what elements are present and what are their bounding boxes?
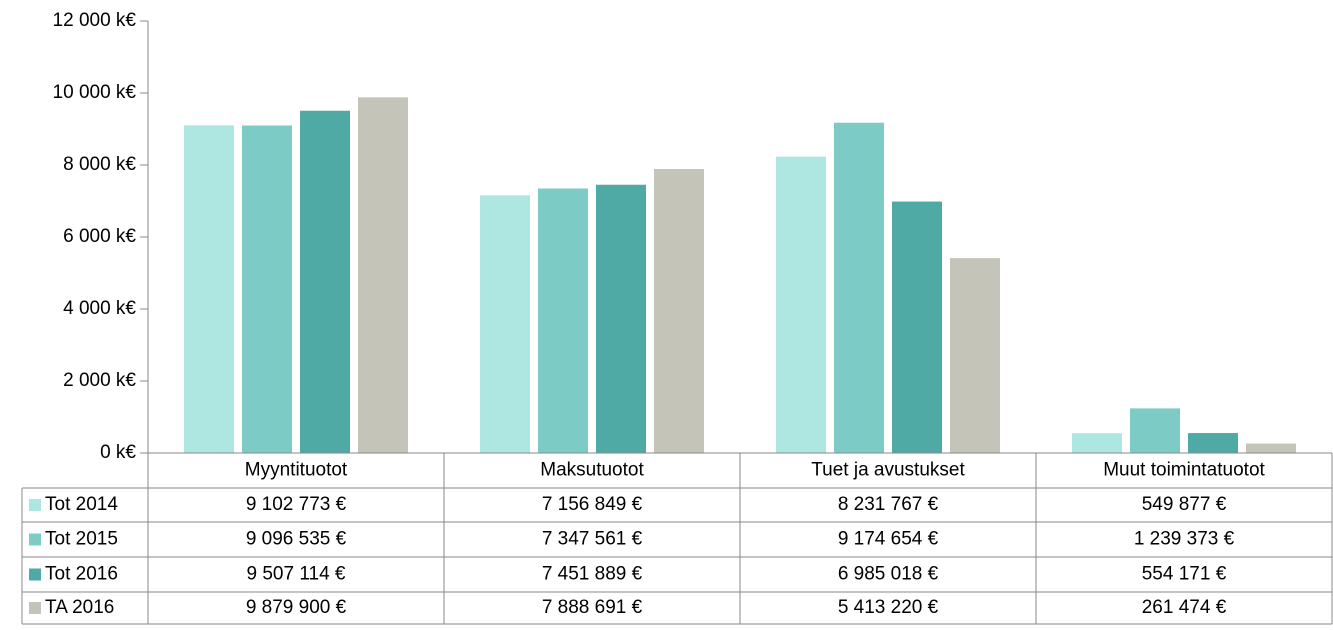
bar — [1246, 443, 1296, 453]
y-tick-label: 4 000 k€ — [63, 298, 136, 319]
y-tick-label: 8 000 k€ — [63, 154, 136, 175]
x-tick-label: Maksutuotot — [540, 460, 644, 481]
legend-label: TA 2016 — [45, 597, 114, 618]
table-cell: 1 239 373 € — [1134, 529, 1235, 550]
y-tick-label: 0 k€ — [100, 442, 136, 463]
table-cell: 9 174 654 € — [838, 529, 939, 550]
table-cell: 6 985 018 € — [838, 564, 939, 585]
table-cell: 554 171 € — [1142, 564, 1227, 585]
table-cell: 9 879 900 € — [246, 597, 347, 618]
table-cell: 7 888 691 € — [542, 597, 643, 618]
bar — [480, 195, 530, 453]
table-cell: 9 102 773 € — [246, 494, 347, 515]
bar — [892, 201, 942, 453]
table-cell: 9 507 114 € — [247, 564, 346, 585]
legend-swatch — [29, 533, 41, 546]
table-cell: 5 413 220 € — [838, 597, 939, 618]
table-cell: 7 156 849 € — [542, 494, 643, 515]
bar — [300, 110, 350, 453]
table-cell: 261 474 € — [1142, 597, 1227, 618]
x-tick-label: Muut toimintatuotot — [1103, 460, 1265, 481]
y-tick-label: 6 000 k€ — [63, 226, 136, 247]
table-cell: 9 096 535 € — [246, 529, 347, 550]
bar — [242, 125, 292, 453]
bar — [1188, 433, 1238, 453]
table-cell: 549 877 € — [1142, 494, 1227, 515]
legend-label: Tot 2016 — [45, 564, 118, 585]
legend-swatch — [29, 499, 41, 511]
y-tick-label: 2 000 k€ — [63, 370, 136, 391]
legend-swatch — [29, 602, 41, 614]
y-tick-label: 12 000 k€ — [53, 10, 137, 31]
legend-label: Tot 2015 — [45, 529, 118, 550]
bar — [596, 184, 646, 453]
y-tick-label: 10 000 k€ — [53, 82, 137, 103]
bar — [1072, 433, 1122, 453]
bar — [654, 169, 704, 453]
bar — [358, 97, 408, 453]
table-cell: 7 347 561 € — [542, 529, 643, 550]
bar — [776, 156, 826, 454]
legend-swatch — [29, 568, 41, 581]
x-tick-label: Tuet ja avustukset — [811, 460, 965, 481]
bar — [184, 125, 234, 453]
bar — [538, 188, 588, 454]
bar — [950, 258, 1000, 453]
bar — [834, 122, 884, 453]
table-cell: 8 231 767 € — [838, 494, 939, 515]
table-cell: 7 451 889 € — [542, 564, 643, 585]
legend-label: Tot 2014 — [45, 494, 118, 515]
x-tick-label: Myyntituotot — [245, 460, 348, 481]
bar — [1130, 408, 1180, 453]
